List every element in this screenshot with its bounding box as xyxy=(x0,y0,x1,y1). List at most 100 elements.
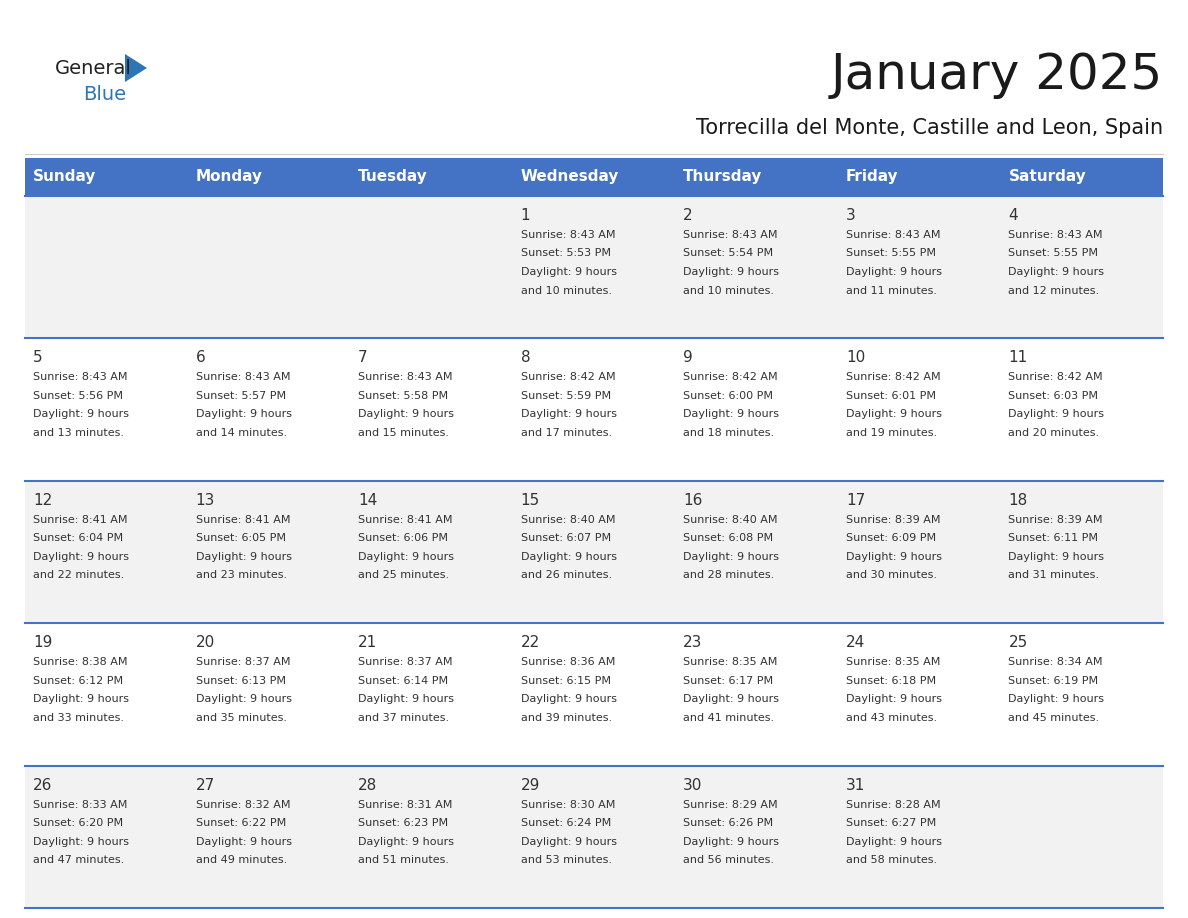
Text: Sunset: 6:15 PM: Sunset: 6:15 PM xyxy=(520,676,611,686)
Text: Sunset: 6:06 PM: Sunset: 6:06 PM xyxy=(358,533,448,543)
Text: Sunset: 5:55 PM: Sunset: 5:55 PM xyxy=(846,249,936,259)
FancyBboxPatch shape xyxy=(188,339,350,481)
Text: Sunrise: 8:43 AM: Sunrise: 8:43 AM xyxy=(358,373,453,383)
Text: Daylight: 9 hours: Daylight: 9 hours xyxy=(683,836,779,846)
Text: and 13 minutes.: and 13 minutes. xyxy=(33,428,124,438)
Text: Sunset: 5:55 PM: Sunset: 5:55 PM xyxy=(1009,249,1099,259)
FancyBboxPatch shape xyxy=(675,766,838,908)
Text: 20: 20 xyxy=(196,635,215,650)
Text: Daylight: 9 hours: Daylight: 9 hours xyxy=(196,552,291,562)
Text: Sunset: 6:01 PM: Sunset: 6:01 PM xyxy=(846,391,936,401)
Text: Thursday: Thursday xyxy=(683,170,763,185)
Text: Sunset: 6:05 PM: Sunset: 6:05 PM xyxy=(196,533,285,543)
FancyBboxPatch shape xyxy=(1000,481,1163,623)
Text: Sunset: 6:18 PM: Sunset: 6:18 PM xyxy=(846,676,936,686)
FancyBboxPatch shape xyxy=(350,339,513,481)
Text: and 35 minutes.: and 35 minutes. xyxy=(196,712,286,722)
Text: Sunset: 6:08 PM: Sunset: 6:08 PM xyxy=(683,533,773,543)
Text: Daylight: 9 hours: Daylight: 9 hours xyxy=(1009,694,1105,704)
Text: and 18 minutes.: and 18 minutes. xyxy=(683,428,775,438)
Text: Sunrise: 8:43 AM: Sunrise: 8:43 AM xyxy=(683,230,778,240)
Text: 10: 10 xyxy=(846,351,865,365)
Text: Sunset: 6:19 PM: Sunset: 6:19 PM xyxy=(1009,676,1099,686)
FancyBboxPatch shape xyxy=(513,623,675,766)
FancyBboxPatch shape xyxy=(25,339,188,481)
Text: and 33 minutes.: and 33 minutes. xyxy=(33,712,124,722)
FancyBboxPatch shape xyxy=(838,339,1000,481)
Text: 5: 5 xyxy=(33,351,43,365)
FancyBboxPatch shape xyxy=(1000,766,1163,908)
FancyBboxPatch shape xyxy=(838,623,1000,766)
Text: Sunset: 6:27 PM: Sunset: 6:27 PM xyxy=(846,818,936,828)
Text: Daylight: 9 hours: Daylight: 9 hours xyxy=(196,836,291,846)
Text: Sunrise: 8:28 AM: Sunrise: 8:28 AM xyxy=(846,800,941,810)
FancyBboxPatch shape xyxy=(188,623,350,766)
Text: Daylight: 9 hours: Daylight: 9 hours xyxy=(196,409,291,420)
Text: Sunset: 6:20 PM: Sunset: 6:20 PM xyxy=(33,818,124,828)
Text: Daylight: 9 hours: Daylight: 9 hours xyxy=(683,694,779,704)
Text: and 30 minutes.: and 30 minutes. xyxy=(846,570,937,580)
Text: and 56 minutes.: and 56 minutes. xyxy=(683,855,775,865)
Text: Sunset: 6:23 PM: Sunset: 6:23 PM xyxy=(358,818,448,828)
Text: Sunset: 6:07 PM: Sunset: 6:07 PM xyxy=(520,533,611,543)
Text: and 12 minutes.: and 12 minutes. xyxy=(1009,285,1100,296)
FancyBboxPatch shape xyxy=(25,196,188,339)
Text: Daylight: 9 hours: Daylight: 9 hours xyxy=(520,552,617,562)
FancyBboxPatch shape xyxy=(188,766,350,908)
Text: Daylight: 9 hours: Daylight: 9 hours xyxy=(520,694,617,704)
Text: Sunrise: 8:42 AM: Sunrise: 8:42 AM xyxy=(846,373,941,383)
FancyBboxPatch shape xyxy=(513,196,675,339)
Text: Daylight: 9 hours: Daylight: 9 hours xyxy=(1009,267,1105,277)
Text: Daylight: 9 hours: Daylight: 9 hours xyxy=(846,694,942,704)
FancyBboxPatch shape xyxy=(838,196,1000,339)
Text: Sunrise: 8:42 AM: Sunrise: 8:42 AM xyxy=(683,373,778,383)
Text: Daylight: 9 hours: Daylight: 9 hours xyxy=(683,552,779,562)
Text: Sunrise: 8:41 AM: Sunrise: 8:41 AM xyxy=(358,515,453,525)
Text: Daylight: 9 hours: Daylight: 9 hours xyxy=(683,267,779,277)
Text: Sunrise: 8:40 AM: Sunrise: 8:40 AM xyxy=(520,515,615,525)
Text: Daylight: 9 hours: Daylight: 9 hours xyxy=(846,409,942,420)
Text: 6: 6 xyxy=(196,351,206,365)
Text: Sunday: Sunday xyxy=(33,170,96,185)
Text: Sunrise: 8:32 AM: Sunrise: 8:32 AM xyxy=(196,800,290,810)
Text: Daylight: 9 hours: Daylight: 9 hours xyxy=(1009,552,1105,562)
Text: Saturday: Saturday xyxy=(1009,170,1086,185)
Text: 2: 2 xyxy=(683,208,693,223)
Text: Sunset: 6:09 PM: Sunset: 6:09 PM xyxy=(846,533,936,543)
Text: Torrecilla del Monte, Castille and Leon, Spain: Torrecilla del Monte, Castille and Leon,… xyxy=(696,118,1163,138)
Text: 29: 29 xyxy=(520,778,541,792)
Text: and 23 minutes.: and 23 minutes. xyxy=(196,570,286,580)
Text: Sunset: 6:04 PM: Sunset: 6:04 PM xyxy=(33,533,124,543)
Text: Sunset: 6:12 PM: Sunset: 6:12 PM xyxy=(33,676,124,686)
Text: and 20 minutes.: and 20 minutes. xyxy=(1009,428,1100,438)
Text: 31: 31 xyxy=(846,778,865,792)
Text: and 17 minutes.: and 17 minutes. xyxy=(520,428,612,438)
Text: and 39 minutes.: and 39 minutes. xyxy=(520,712,612,722)
Text: Daylight: 9 hours: Daylight: 9 hours xyxy=(520,409,617,420)
Text: Sunrise: 8:35 AM: Sunrise: 8:35 AM xyxy=(683,657,778,667)
FancyBboxPatch shape xyxy=(1000,623,1163,766)
FancyBboxPatch shape xyxy=(513,158,675,196)
FancyBboxPatch shape xyxy=(513,339,675,481)
FancyBboxPatch shape xyxy=(513,766,675,908)
Text: 26: 26 xyxy=(33,778,52,792)
Text: Daylight: 9 hours: Daylight: 9 hours xyxy=(358,836,454,846)
Text: and 37 minutes.: and 37 minutes. xyxy=(358,712,449,722)
Text: and 28 minutes.: and 28 minutes. xyxy=(683,570,775,580)
Text: 3: 3 xyxy=(846,208,855,223)
Text: Sunrise: 8:35 AM: Sunrise: 8:35 AM xyxy=(846,657,940,667)
Text: Daylight: 9 hours: Daylight: 9 hours xyxy=(33,409,129,420)
Text: 24: 24 xyxy=(846,635,865,650)
FancyBboxPatch shape xyxy=(513,481,675,623)
Text: Daylight: 9 hours: Daylight: 9 hours xyxy=(196,694,291,704)
Text: Sunset: 6:11 PM: Sunset: 6:11 PM xyxy=(1009,533,1099,543)
FancyBboxPatch shape xyxy=(25,623,188,766)
Text: 25: 25 xyxy=(1009,635,1028,650)
FancyBboxPatch shape xyxy=(675,339,838,481)
Text: 30: 30 xyxy=(683,778,702,792)
FancyBboxPatch shape xyxy=(350,481,513,623)
Text: Sunrise: 8:37 AM: Sunrise: 8:37 AM xyxy=(358,657,453,667)
Text: and 49 minutes.: and 49 minutes. xyxy=(196,855,286,865)
Text: 15: 15 xyxy=(520,493,541,508)
FancyBboxPatch shape xyxy=(188,481,350,623)
